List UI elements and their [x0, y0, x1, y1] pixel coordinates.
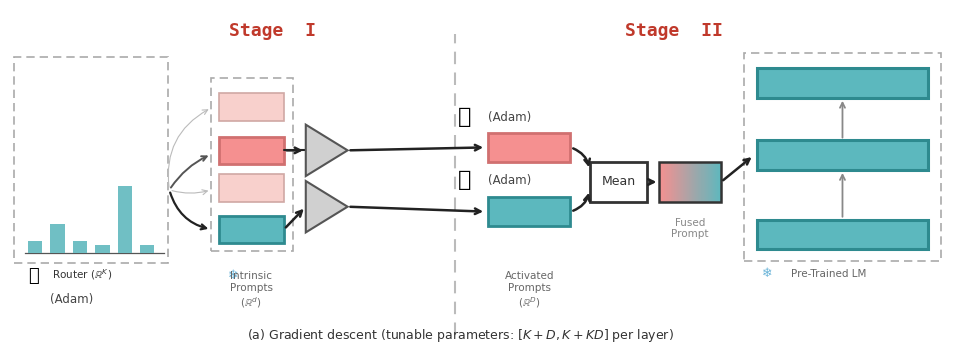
Bar: [709, 162, 710, 202]
Bar: [698, 162, 700, 202]
Bar: [701, 162, 703, 202]
Bar: [719, 162, 721, 202]
Bar: [668, 162, 669, 202]
Bar: [661, 162, 663, 202]
Polygon shape: [306, 125, 348, 176]
Bar: [718, 162, 720, 202]
Bar: [659, 162, 661, 202]
FancyBboxPatch shape: [757, 140, 928, 170]
FancyBboxPatch shape: [51, 223, 64, 253]
FancyBboxPatch shape: [28, 241, 42, 253]
Bar: [675, 162, 676, 202]
Text: 🔥: 🔥: [458, 107, 472, 127]
Bar: [664, 162, 666, 202]
Bar: [694, 162, 695, 202]
Text: ❄: ❄: [761, 267, 772, 280]
FancyBboxPatch shape: [118, 186, 132, 253]
Bar: [686, 162, 687, 202]
Bar: [677, 162, 678, 202]
Bar: [682, 162, 684, 202]
Bar: [711, 162, 712, 202]
Bar: [696, 162, 698, 202]
FancyBboxPatch shape: [219, 216, 284, 243]
Bar: [673, 162, 674, 202]
Bar: [676, 162, 677, 202]
Bar: [667, 162, 668, 202]
Text: Stage  I: Stage I: [229, 22, 317, 40]
Bar: [697, 162, 699, 202]
Bar: [685, 162, 686, 202]
Text: Intrinsic
Prompts
($\mathbb{R}^d$): Intrinsic Prompts ($\mathbb{R}^d$): [229, 271, 273, 310]
Text: ❄: ❄: [228, 269, 238, 282]
Text: Stage  II: Stage II: [625, 22, 723, 40]
Bar: [714, 162, 715, 202]
FancyBboxPatch shape: [757, 68, 928, 98]
Bar: [681, 162, 682, 202]
Bar: [715, 162, 717, 202]
FancyBboxPatch shape: [96, 245, 109, 253]
Polygon shape: [306, 181, 348, 232]
Bar: [699, 162, 701, 202]
Bar: [688, 162, 689, 202]
Bar: [679, 162, 681, 202]
Bar: [704, 162, 705, 202]
Bar: [716, 162, 718, 202]
Bar: [713, 162, 714, 202]
FancyBboxPatch shape: [590, 162, 647, 202]
Bar: [671, 162, 672, 202]
FancyBboxPatch shape: [757, 219, 928, 249]
Bar: [705, 162, 706, 202]
Bar: [669, 162, 670, 202]
Bar: [672, 162, 673, 202]
Bar: [690, 162, 691, 202]
Text: Activated
Prompts
($\mathbb{R}^D$): Activated Prompts ($\mathbb{R}^D$): [505, 271, 555, 310]
Text: Fused
Prompt: Fused Prompt: [672, 218, 709, 239]
Bar: [663, 162, 665, 202]
Text: Pre-Trained LM: Pre-Trained LM: [791, 269, 866, 279]
FancyBboxPatch shape: [219, 136, 284, 164]
FancyBboxPatch shape: [140, 245, 154, 253]
Text: (a) Gradient descent (tunable parameters: $[K+D, K+KD]$ per layer): (a) Gradient descent (tunable parameters…: [247, 327, 674, 344]
FancyBboxPatch shape: [73, 241, 87, 253]
Bar: [689, 162, 690, 202]
Bar: [702, 162, 704, 202]
Bar: [683, 162, 685, 202]
Text: (Adam): (Adam): [50, 293, 94, 306]
Bar: [678, 162, 680, 202]
Bar: [662, 162, 664, 202]
Bar: [670, 162, 671, 202]
Bar: [665, 162, 667, 202]
Bar: [660, 162, 662, 202]
Bar: [707, 162, 708, 202]
Bar: [706, 162, 707, 202]
Text: 🔥: 🔥: [458, 170, 472, 190]
Bar: [693, 162, 694, 202]
Bar: [695, 162, 696, 202]
FancyBboxPatch shape: [488, 197, 569, 227]
Bar: [692, 162, 693, 202]
Bar: [691, 162, 692, 202]
Bar: [710, 162, 711, 202]
Text: Mean: Mean: [602, 176, 636, 189]
FancyBboxPatch shape: [219, 174, 284, 202]
Bar: [717, 162, 719, 202]
Bar: [687, 162, 688, 202]
Bar: [674, 162, 675, 202]
Text: (Adam): (Adam): [488, 174, 531, 188]
Bar: [682, 162, 683, 202]
Text: 🔥: 🔥: [28, 267, 39, 285]
Bar: [680, 162, 682, 202]
Bar: [712, 162, 713, 202]
Bar: [720, 162, 722, 202]
Text: Router ($\mathbb{R}^K$): Router ($\mathbb{R}^K$): [52, 267, 112, 282]
Bar: [708, 162, 709, 202]
FancyBboxPatch shape: [488, 132, 569, 162]
Text: (Adam): (Adam): [488, 111, 531, 124]
Bar: [700, 162, 702, 202]
FancyBboxPatch shape: [219, 93, 284, 121]
